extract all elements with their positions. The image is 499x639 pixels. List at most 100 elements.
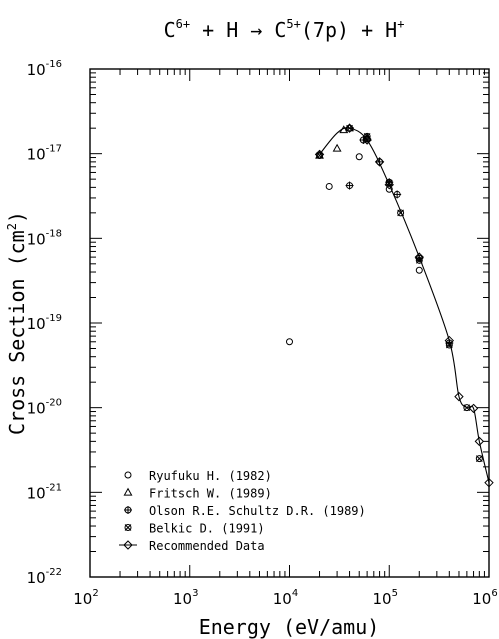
legend-label: Recommended Data xyxy=(149,539,265,553)
x-tick-base: 10 xyxy=(173,590,192,608)
legend: Ryufuku H. (1982) Fritsch W. (1989) Olson … xyxy=(119,469,366,553)
y-tick-exp: -22 xyxy=(46,567,62,578)
x-tick-label: 103 xyxy=(173,588,198,608)
marker-diamond xyxy=(454,391,464,402)
legend-label: Belkic D. (1991) xyxy=(149,522,265,536)
marker-circle-shape xyxy=(124,471,132,479)
marker-circle xyxy=(124,471,132,479)
y-tick-label: 10-22 xyxy=(27,567,62,587)
x-axis-label: Energy (eV/amu) xyxy=(199,615,380,639)
marker-circle xyxy=(415,266,423,274)
x-tick-base: 10 xyxy=(472,590,491,608)
x-tick-label: 104 xyxy=(273,588,298,608)
marker-circle-x xyxy=(397,209,405,217)
marker-circle-shape xyxy=(445,341,453,349)
marker-x-b xyxy=(397,209,404,217)
marker-triangle xyxy=(123,487,133,496)
legend-label: Olson R.E. Schultz D.R. (1989) xyxy=(149,504,366,518)
title-sup3: + xyxy=(397,17,404,31)
y-tick-exp: -21 xyxy=(46,482,62,493)
marker-circle xyxy=(286,338,293,346)
marker-diamond-shape xyxy=(374,157,385,167)
marker-x-b xyxy=(124,524,132,531)
title-part2: + H → C xyxy=(190,18,286,42)
legend-label: Ryufuku H. (1982) xyxy=(149,469,272,483)
marker-circle-shape xyxy=(355,153,363,161)
y-tick-exp: -20 xyxy=(46,398,62,409)
title-sup2: 5+ xyxy=(286,17,300,31)
series-circle xyxy=(286,153,423,346)
marker-circle-x xyxy=(415,256,423,264)
marker-circle xyxy=(325,182,333,190)
marker-circle-shape xyxy=(415,256,423,264)
marker-triangle-shape xyxy=(332,143,342,152)
marker-diamond-shape xyxy=(468,403,479,414)
recommended-curve-line xyxy=(319,127,490,483)
marker-x-b xyxy=(316,152,323,159)
y-tick-label: 10-20 xyxy=(27,398,62,418)
y-tick-label: 10-21 xyxy=(27,482,62,502)
marker-diamond xyxy=(474,436,485,447)
marker-x-b xyxy=(415,256,423,264)
y-axis-label: Cross Section (cm2) xyxy=(5,211,29,435)
series-circle-plus xyxy=(345,134,454,348)
legend-item: Olson R.E. Schultz D.R. (1989) xyxy=(124,504,366,518)
marker-triangle-shape xyxy=(123,487,133,496)
marker-circle-shape xyxy=(346,124,354,132)
legend-label: Fritsch W. (1989) xyxy=(149,487,272,501)
marker-diamond-shape xyxy=(474,436,485,447)
marker-x-b xyxy=(475,455,483,462)
y-tick-base: 10 xyxy=(27,230,46,248)
chart-title: C6+ + H → C5+(7p) + H+ xyxy=(164,17,405,42)
marker-circle-plus xyxy=(124,506,132,514)
marker-diamond-shape xyxy=(384,179,394,190)
series-triangle xyxy=(315,123,372,159)
y-tick-base: 10 xyxy=(27,61,46,79)
marker-circle-shape xyxy=(397,209,405,217)
x-tick-exp: 6 xyxy=(491,588,497,599)
marker-triangle xyxy=(332,143,342,152)
marker-circle-shape xyxy=(286,338,293,346)
legend-item: Ryufuku H. (1982) xyxy=(124,469,272,483)
marker-circle-plus xyxy=(375,157,384,166)
y-tick-label: 10-16 xyxy=(27,59,62,79)
marker-diamond xyxy=(484,477,494,488)
y-tick-exp: -16 xyxy=(46,59,62,70)
legend-item: Fritsch W. (1989) xyxy=(123,487,272,501)
x-tick-label: 106 xyxy=(472,588,497,608)
marker-diamond-shape xyxy=(344,123,355,133)
x-tick-base: 10 xyxy=(73,590,92,608)
marker-triangle-shape xyxy=(339,125,349,134)
y-tick-label: 10-19 xyxy=(27,313,62,333)
marker-diamond-shape xyxy=(314,149,325,160)
y-axis-label-sup: 2 xyxy=(5,223,19,230)
y-axis-label-main: Cross Section (cm xyxy=(5,230,29,435)
marker-circle xyxy=(355,153,363,161)
marker-diamond xyxy=(362,135,372,145)
marker-diamond-shape xyxy=(454,391,464,402)
marker-diamond xyxy=(344,123,355,133)
data-markers xyxy=(286,123,494,488)
marker-diamond xyxy=(444,335,455,346)
y-tick-base: 10 xyxy=(27,484,46,502)
marker-diamond-shape xyxy=(444,335,455,346)
y-tick-base: 10 xyxy=(27,315,46,333)
marker-diamond xyxy=(414,252,424,262)
marker-diamond xyxy=(123,540,133,550)
y-tick-exp: -19 xyxy=(46,313,62,324)
x-tick-exp: 4 xyxy=(292,588,298,599)
x-tick-exp: 3 xyxy=(192,588,198,599)
marker-diamond xyxy=(384,179,394,190)
marker-diamond-shape xyxy=(484,477,494,488)
y-axis-label-close: ) xyxy=(5,211,29,223)
series-diamond xyxy=(314,123,494,488)
legend-item: Belkic D. (1991) xyxy=(124,522,265,536)
marker-circle-shape xyxy=(475,455,483,463)
x-tick-labels: 102 103 104 105 106 xyxy=(73,588,497,608)
marker-circle-shape xyxy=(415,266,423,274)
y-tick-base: 10 xyxy=(27,569,46,587)
marker-triangle xyxy=(339,125,349,134)
marker-diamond-shape xyxy=(123,540,133,550)
marker-diamond xyxy=(374,157,385,167)
